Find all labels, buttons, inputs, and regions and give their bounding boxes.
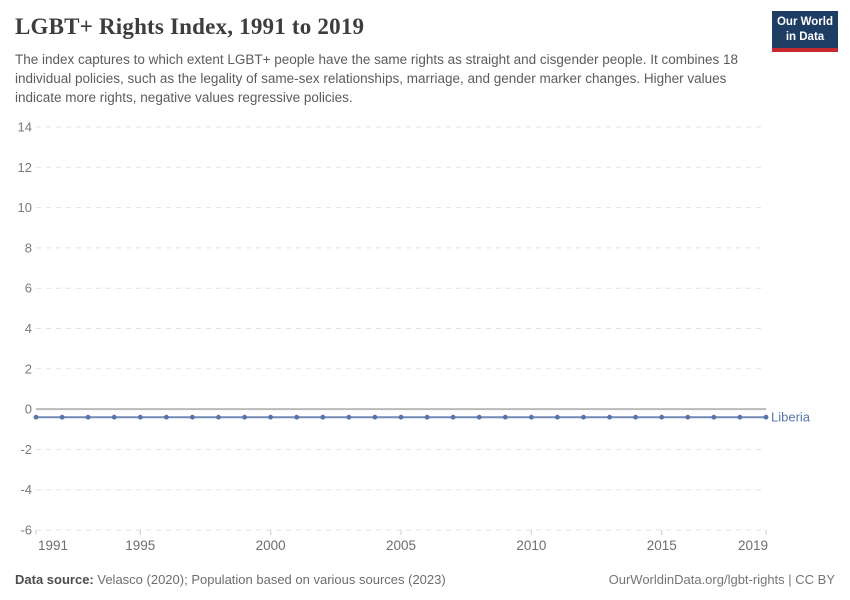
y-axis-tick-label: 4 (25, 321, 32, 336)
chart-header: LGBT+ Rights Index, 1991 to 2019 The ind… (15, 14, 835, 107)
data-point-marker[interactable] (476, 414, 482, 420)
data-point-marker[interactable] (346, 414, 352, 420)
data-point-marker[interactable] (555, 414, 560, 420)
data-point-marker[interactable] (137, 414, 143, 420)
x-axis-tick-label: 2019 (738, 538, 768, 553)
x-axis-tick-label: 2000 (256, 538, 286, 553)
series-entity-label[interactable]: Liberia (771, 410, 811, 425)
data-point-marker[interactable] (424, 414, 430, 420)
y-axis-tick-label: 0 (25, 402, 32, 417)
data-point-marker[interactable] (685, 414, 691, 420)
y-axis-tick-label: 12 (18, 160, 32, 175)
data-point-marker[interactable] (763, 414, 769, 420)
data-point-marker[interactable] (164, 414, 169, 420)
x-axis-tick-label: 2015 (647, 538, 677, 553)
y-axis-tick-label: -4 (20, 482, 32, 497)
data-source-label: Data source: (15, 572, 94, 587)
data-source-note: Data source: Velasco (2020); Population … (15, 572, 446, 587)
data-point-marker[interactable] (659, 414, 665, 420)
data-point-marker[interactable] (85, 414, 91, 420)
chart-footer: Data source: Velasco (2020); Population … (15, 572, 835, 587)
y-axis-tick-label: 14 (18, 120, 32, 135)
y-axis-tick-label: 6 (25, 281, 32, 296)
data-point-marker[interactable] (242, 414, 248, 420)
data-point-marker[interactable] (633, 414, 638, 420)
data-source-text: Velasco (2020); Population based on vari… (97, 572, 446, 587)
data-point-marker[interactable] (607, 414, 612, 420)
data-point-marker[interactable] (529, 414, 534, 420)
data-point-marker[interactable] (190, 414, 195, 420)
data-point-marker[interactable] (581, 414, 586, 420)
attribution-link[interactable]: OurWorldinData.org/lgbt-rights | CC BY (608, 572, 835, 587)
data-point-marker[interactable] (111, 414, 117, 420)
data-point-marker[interactable] (372, 414, 378, 420)
x-axis-tick-label: 2005 (386, 538, 416, 553)
page-title: LGBT+ Rights Index, 1991 to 2019 (15, 14, 365, 39)
data-point-marker[interactable] (33, 414, 39, 420)
y-axis-tick-label: 8 (25, 240, 32, 255)
data-point-marker[interactable] (268, 414, 273, 420)
x-axis-tick-label: 2010 (516, 538, 546, 553)
data-point-marker[interactable] (737, 414, 743, 420)
chart-subtitle: The index captures to which extent LGBT+… (15, 52, 739, 106)
data-point-marker[interactable] (398, 414, 404, 420)
data-point-marker[interactable] (502, 414, 508, 420)
y-axis-tick-label: 2 (25, 361, 32, 376)
line-chart: 14 12 10 8 6 4 2 0 -2 -4 -6 1991 1995 2000 2005 2010 201… (18, 120, 811, 554)
x-axis-tick-label: 1991 (38, 538, 68, 553)
data-point-marker[interactable] (59, 414, 65, 420)
x-axis-tick-label: 1995 (125, 538, 155, 553)
data-point-marker[interactable] (320, 414, 326, 420)
owid-logo-accent-bar (772, 48, 838, 52)
data-point-marker[interactable] (294, 414, 300, 420)
data-point-marker[interactable] (216, 414, 221, 420)
y-axis-tick-label: -2 (20, 442, 32, 457)
data-point-marker[interactable] (711, 414, 717, 420)
y-axis-tick-label: 10 (18, 200, 32, 215)
owid-logo-text: Our World in Data (772, 11, 838, 48)
owid-logo[interactable]: Our World in Data (772, 11, 838, 52)
data-point-marker[interactable] (450, 414, 456, 420)
y-axis-tick-label: -6 (20, 523, 32, 538)
